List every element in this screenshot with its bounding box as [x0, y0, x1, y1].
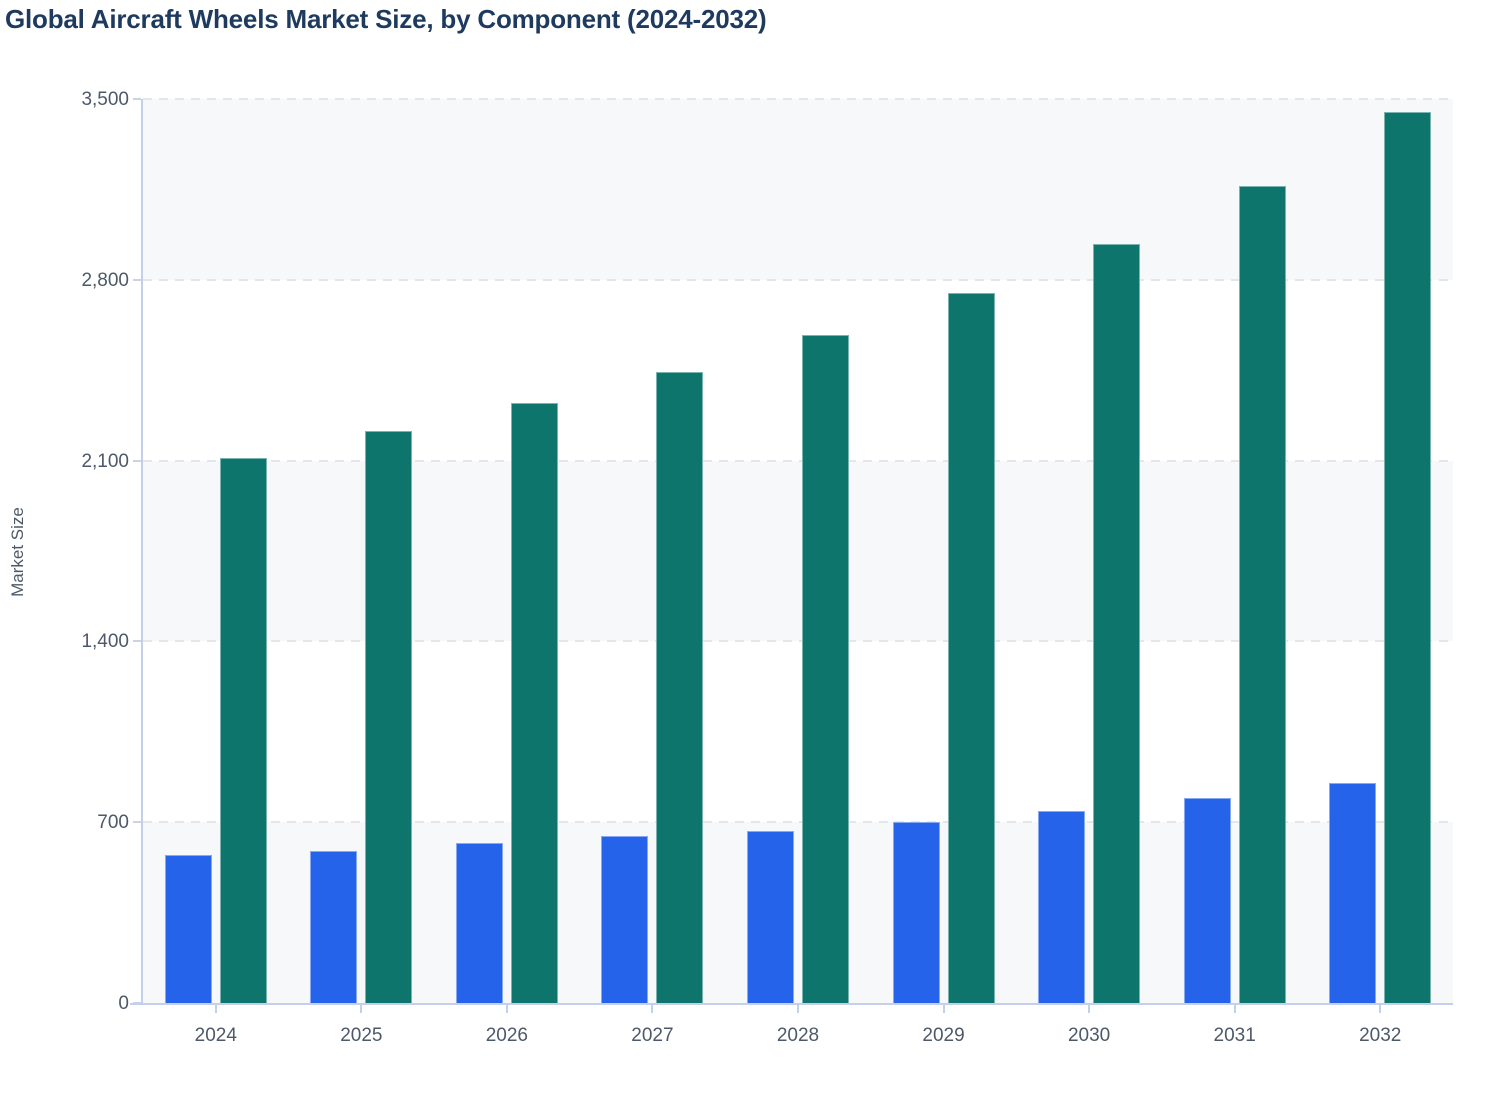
- bar-series-1-2030[interactable]: [1038, 810, 1086, 1003]
- bar-series-1-2024[interactable]: [164, 854, 212, 1003]
- y-tick-label: 3,500: [81, 89, 129, 110]
- y-tick-mark: [133, 640, 141, 643]
- bar-series-2-2029[interactable]: [947, 292, 995, 1003]
- x-tick-label: 2025: [340, 1025, 383, 1046]
- bar-series-2-2024[interactable]: [219, 458, 267, 1003]
- x-tick-label: 2030: [1067, 1025, 1111, 1046]
- bar-series-1-2031[interactable]: [1183, 797, 1231, 1003]
- x-tick-label: 2031: [1213, 1025, 1256, 1046]
- x-tick-mark: [942, 1005, 945, 1013]
- y-tick-mark: [133, 459, 141, 462]
- y-tick-label: 1,400: [81, 631, 129, 653]
- bar-series-2-2030[interactable]: [1093, 243, 1141, 1003]
- x-tick-mark: [797, 1005, 799, 1013]
- bar-series-2-2026[interactable]: [510, 402, 558, 1003]
- x-tick-mark: [505, 1005, 508, 1013]
- x-axis-line: [130, 1003, 1453, 1005]
- x-tick-mark: [214, 1005, 217, 1013]
- gridline: [143, 459, 1453, 462]
- y-axis-line: [141, 99, 143, 1005]
- bar-series-2-2032[interactable]: [1384, 111, 1432, 1003]
- chart-title: Global Aircraft Wheels Market Size, by C…: [5, 4, 767, 34]
- y-tick-mark: [133, 821, 141, 824]
- bar-series-1-2028[interactable]: [747, 831, 794, 1003]
- gridline: [143, 640, 1453, 643]
- bar-series-2-2028[interactable]: [802, 335, 849, 1003]
- gridline: [143, 98, 1453, 100]
- y-tick-label: 2,800: [81, 269, 129, 291]
- y-tick-label: 700: [97, 812, 129, 834]
- bar-series-1-2025[interactable]: [310, 850, 358, 1003]
- bar-series-2-2027[interactable]: [656, 371, 704, 1003]
- bar-series-1-2029[interactable]: [892, 822, 940, 1003]
- plot-band: [143, 99, 1453, 280]
- plot-band: [143, 279, 1453, 461]
- bar-series-1-2026[interactable]: [455, 842, 503, 1003]
- x-tick-mark: [1379, 1005, 1382, 1013]
- gridline: [143, 821, 1453, 824]
- y-axis-label: Market Size: [8, 507, 27, 597]
- x-tick-label: 2032: [1359, 1025, 1402, 1046]
- plot-area: 0 700 1,400 2,100 2,800 3,500 2024 2025 2026 2027…: [81, 90, 1453, 1046]
- plot-band: [143, 460, 1453, 642]
- x-tick-label: 2027: [631, 1025, 674, 1046]
- bar-series-2-2025[interactable]: [365, 430, 413, 1003]
- x-tick-mark: [360, 1005, 363, 1013]
- x-tick-mark: [651, 1005, 654, 1013]
- x-tick-label: 2029: [922, 1025, 965, 1046]
- y-tick-mark: [133, 98, 141, 100]
- y-tick-label: 2,100: [81, 450, 129, 472]
- y-tick-label: 0: [118, 993, 129, 1014]
- y-tick-mark: [133, 278, 141, 281]
- plot-band: [143, 822, 1453, 1003]
- x-tick-mark: [1088, 1005, 1091, 1013]
- bar-series-1-2032[interactable]: [1329, 783, 1377, 1003]
- x-tick-label: 2028: [776, 1025, 820, 1046]
- x-tick-label: 2024: [194, 1025, 237, 1046]
- gridline: [143, 278, 1453, 281]
- plot-band: [143, 641, 1453, 823]
- x-tick-mark: [1233, 1005, 1236, 1013]
- bar-series-2-2031[interactable]: [1238, 185, 1286, 1003]
- x-tick-label: 2026: [485, 1025, 529, 1046]
- bar-series-1-2027[interactable]: [601, 836, 649, 1003]
